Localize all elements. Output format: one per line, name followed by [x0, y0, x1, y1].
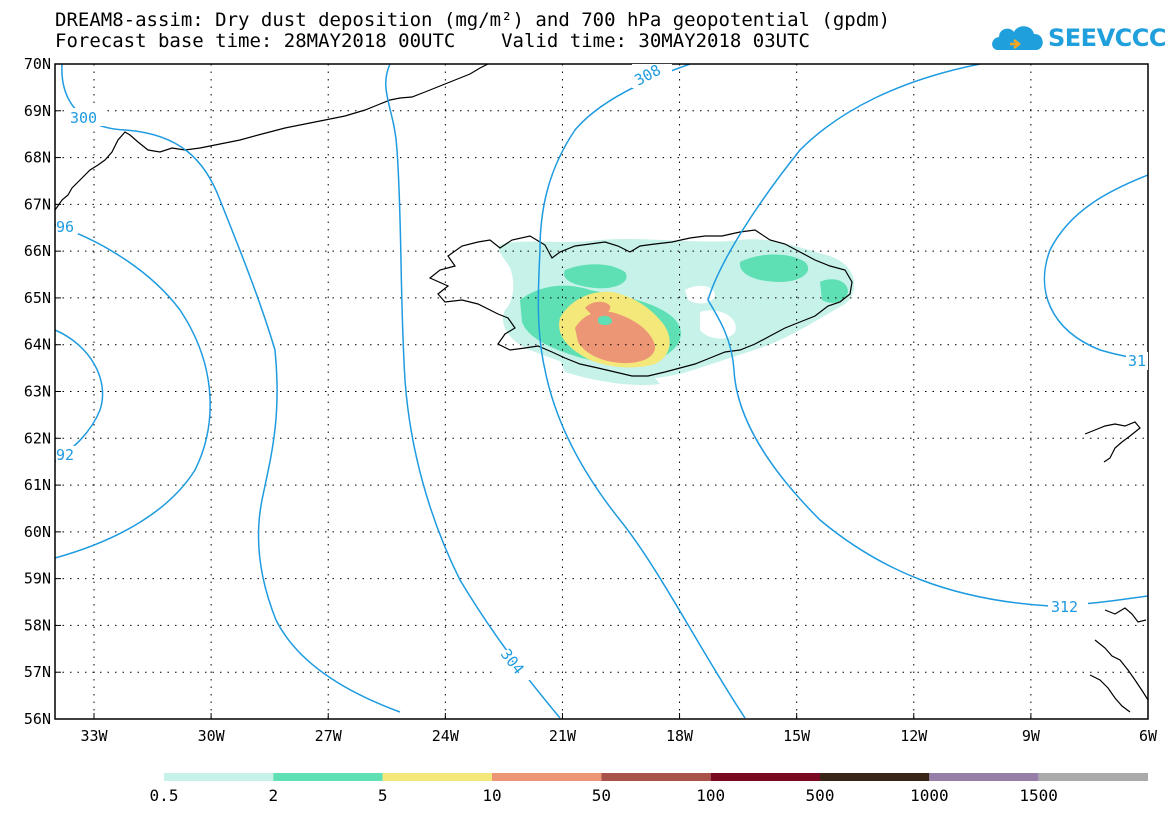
lon-label: 33W: [80, 727, 108, 745]
lon-label: 9W: [1022, 727, 1041, 745]
lon-label: 24W: [432, 727, 460, 745]
legend-label: 0.5: [150, 786, 179, 805]
dust-area-10-north: [585, 301, 611, 316]
contour-label: 92: [56, 446, 74, 464]
lon-label: 27W: [315, 727, 343, 745]
legend-label: 1000: [910, 786, 949, 805]
contour-308: [537, 64, 746, 719]
legend-swatch: [1038, 773, 1148, 781]
map-title: DREAM8-assim: Dry dust deposition (mg/m²…: [55, 9, 891, 31]
contour-300: [61, 64, 401, 713]
dust-free-patch: [700, 310, 736, 339]
legend-swatch: [492, 773, 602, 781]
lat-label: 57N: [24, 663, 51, 681]
lat-label: 65N: [24, 289, 51, 307]
dust-area-10: [575, 311, 656, 364]
legend-swatch: [382, 773, 492, 781]
legend-swatch: [820, 773, 930, 781]
faroe-islands: [1084, 421, 1141, 463]
lon-label: 15W: [783, 727, 811, 745]
lat-label: 56N: [24, 710, 51, 728]
contour-296: [55, 224, 211, 559]
lat-label: 60N: [24, 523, 51, 541]
lon-label: 30W: [198, 727, 226, 745]
legend-swatch: [273, 773, 383, 781]
contour-292: [55, 329, 104, 463]
geopotential-contours: [55, 64, 1148, 719]
seevccc-logo: SEEVCCC: [990, 18, 1167, 58]
lat-label: 66N: [24, 242, 51, 260]
legend-swatch: [710, 773, 820, 781]
lat-label: 68N: [24, 149, 51, 167]
dust-area-2-northeast: [739, 254, 809, 282]
lat-label: 59N: [24, 570, 51, 588]
legend-swatch: [929, 773, 1039, 781]
lon-label: 6W: [1139, 727, 1158, 745]
contour-304: [385, 64, 561, 719]
lat-label: 67N: [24, 195, 51, 213]
logo-text: SEEVCCC: [1048, 24, 1167, 52]
contour-label: 96: [56, 218, 74, 236]
dust-area-0.5-south: [560, 360, 660, 386]
lat-label: 62N: [24, 429, 51, 447]
contour-labels: 300 96 92 304 308 312 31: [56, 61, 1148, 680]
dust-area-2-north: [564, 264, 627, 289]
map-subtitle: Forecast base time: 28MAY2018 00UTC Vali…: [55, 30, 810, 52]
lat-label: 61N: [24, 476, 51, 494]
scotland-coast: [1089, 607, 1148, 713]
lon-label: 18W: [666, 727, 694, 745]
dust-area-2-inner: [598, 315, 612, 325]
cloud-icon: [992, 26, 1043, 50]
legend-swatch: [164, 773, 274, 781]
longitude-labels: 33W 30W 27W 24W 21W 18W 15W 12W 9W 6W: [80, 727, 1158, 745]
contour-label: 312: [1051, 598, 1078, 616]
map-frame: [54, 63, 1149, 720]
legend-swatch: [601, 773, 711, 781]
iceland-coast: [428, 229, 853, 377]
legend-label: 1500: [1019, 786, 1058, 805]
lat-label: 70N: [24, 55, 51, 73]
lat-label: 58N: [24, 616, 51, 634]
dust-area-2-east: [820, 279, 848, 303]
legend-label: 50: [592, 786, 611, 805]
legend-label: 5: [378, 786, 388, 805]
lat-label: 63N: [24, 383, 51, 401]
legend-label: 100: [696, 786, 725, 805]
contour-label: 300: [70, 109, 97, 127]
dust-area-5-inner: [612, 300, 627, 311]
legend-label: 2: [269, 786, 279, 805]
lat-label: 69N: [24, 102, 51, 120]
latitude-labels: 70N 69N 68N 67N 66N 65N 64N 63N 62N 61N 60N 59N 58N 5…: [24, 55, 51, 728]
contour-316: [1043, 174, 1148, 361]
legend-label: 10: [482, 786, 501, 805]
color-legend: 0.5 2 5 10 50 100 500 1000 1500: [150, 773, 1148, 805]
graticule: [55, 63, 1149, 720]
contour-label: 31: [1128, 352, 1146, 370]
contour-312-inner: [707, 64, 1148, 607]
dust-free-patch: [685, 285, 715, 304]
lon-label: 12W: [900, 727, 928, 745]
greenland-coast: [55, 64, 489, 211]
lat-label: 64N: [24, 336, 51, 354]
coastlines: [55, 64, 1148, 713]
dust-deposition-field: [498, 238, 855, 386]
lon-label: 21W: [549, 727, 577, 745]
legend-label: 500: [806, 786, 835, 805]
